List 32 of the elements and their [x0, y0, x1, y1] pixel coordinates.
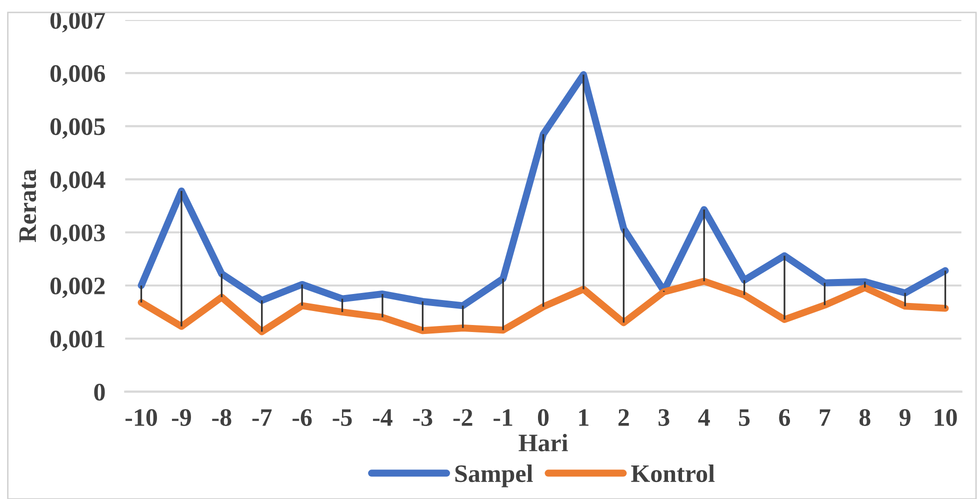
y-tick-label: 0,001: [50, 330, 104, 352]
x-tick-label: 7: [820, 409, 830, 426]
y-tick-label: 0,002: [50, 278, 105, 298]
x-tick-label: 4: [698, 409, 710, 426]
x-tick-label: -9: [172, 409, 191, 426]
x-axis-title: Hari: [518, 434, 568, 452]
x-tick-label: -4: [372, 409, 392, 426]
y-tick-label: 0,005: [50, 118, 105, 139]
x-tick-label: -7: [252, 409, 272, 426]
x-tick-label: -5: [332, 409, 352, 426]
y-tick-label: 0: [94, 384, 105, 401]
x-tick-label: -2: [453, 409, 472, 426]
x-tick-label: 2: [618, 409, 629, 426]
x-tick-label: -8: [212, 409, 232, 426]
legend-label: Sampel: [455, 464, 533, 488]
x-tick-label: -10: [126, 409, 157, 426]
x-tick-label: 10: [934, 409, 957, 426]
x-tick-label: 0: [538, 409, 549, 426]
x-tick-label: 6: [779, 409, 790, 426]
x-tick-label: -6: [292, 409, 312, 426]
x-tick-label: 3: [658, 409, 670, 426]
x-tick-label: 9: [900, 409, 910, 426]
y-tick-label: 0,006: [50, 65, 106, 86]
y-tick-label: 0,004: [50, 171, 106, 192]
x-tick-label: 8: [859, 409, 870, 426]
y-tick-label: 0,003: [50, 224, 105, 245]
legend-label: Kontrol: [631, 464, 715, 482]
x-tick-label: -3: [413, 409, 432, 426]
x-tick-label: 5: [739, 409, 750, 426]
x-tick-label: 1: [579, 409, 588, 426]
y-axis-title: Rerata: [19, 169, 36, 242]
x-tick-label: -1: [494, 409, 512, 426]
